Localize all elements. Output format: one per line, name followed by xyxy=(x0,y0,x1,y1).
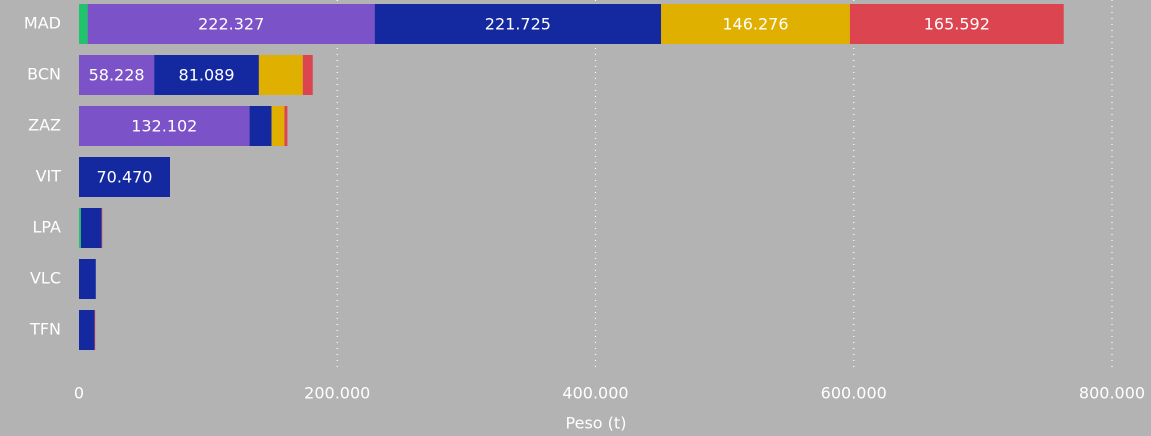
y-tick-label: LPA xyxy=(33,218,62,237)
y-tick-label: VIT xyxy=(36,167,62,186)
bar-segment xyxy=(249,106,272,146)
x-tick-label: 600.000 xyxy=(821,384,887,403)
bar-segment xyxy=(79,310,95,350)
x-tick-label: 200.000 xyxy=(304,384,370,403)
x-tick-label: 0 xyxy=(74,384,84,403)
bar-segment xyxy=(79,55,155,95)
data-label: 70.470 xyxy=(97,168,153,187)
bar-segment xyxy=(94,310,96,350)
bar-segment xyxy=(79,106,250,146)
data-label: 222.327 xyxy=(198,15,264,34)
bar-segment xyxy=(284,106,288,146)
bar-segment xyxy=(79,208,81,248)
y-tick-label: VLC xyxy=(30,269,61,288)
y-tick-label: MAD xyxy=(24,14,61,33)
bar-segment xyxy=(80,208,102,248)
data-label: 58.228 xyxy=(89,66,145,85)
data-label: 221.725 xyxy=(485,15,551,34)
bar-segment xyxy=(154,55,259,95)
bar-segment xyxy=(79,4,88,44)
x-tick-label: 800.000 xyxy=(1079,384,1145,403)
bar-segment xyxy=(258,55,303,95)
bar-segment xyxy=(849,4,1064,44)
data-label: 165.592 xyxy=(924,15,990,34)
data-label: 81.089 xyxy=(179,66,235,85)
data-label: 132.102 xyxy=(131,117,197,136)
bar-segment xyxy=(302,55,313,95)
bar-segment xyxy=(271,106,285,146)
bar-segment xyxy=(87,4,375,44)
bar-segment xyxy=(79,259,96,299)
bar-segment xyxy=(101,208,103,248)
bar-segment xyxy=(661,4,850,44)
bar-segment xyxy=(374,4,662,44)
data-label: 146.276 xyxy=(722,15,788,34)
y-tick-label: TFN xyxy=(29,320,61,339)
x-tick-label: 400.000 xyxy=(562,384,628,403)
bar-segment xyxy=(79,157,170,197)
y-tick-label: ZAZ xyxy=(28,116,61,135)
x-axis-label: Peso (t) xyxy=(566,414,627,433)
y-tick-label: BCN xyxy=(27,65,61,84)
